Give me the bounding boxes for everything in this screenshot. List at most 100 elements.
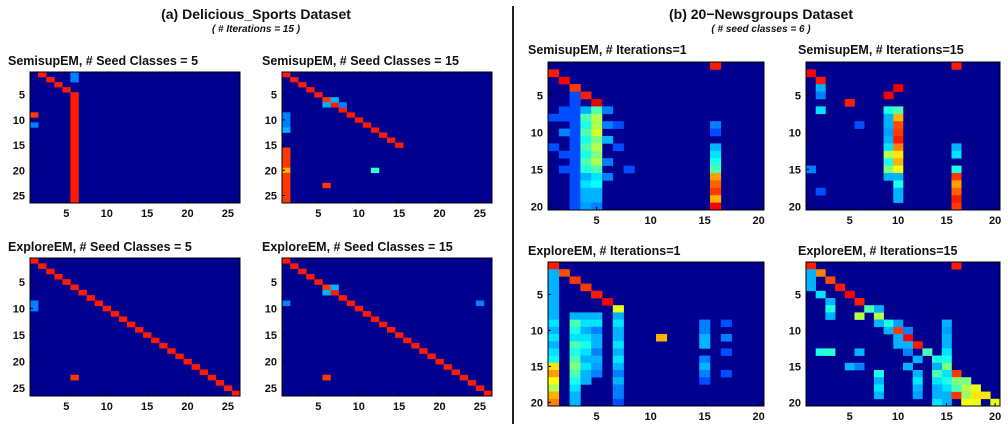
- heatmap-cell: [864, 305, 875, 313]
- heatmap-cell: [338, 295, 347, 301]
- heatmap-cell: [346, 112, 355, 118]
- y-tick-label: 15: [13, 330, 25, 342]
- heatmap-cell: [354, 117, 364, 123]
- x-tick-label: 20: [433, 208, 445, 220]
- heatmap-cell: [395, 332, 404, 338]
- heatmap-cell: [873, 377, 884, 385]
- heatmap-cell: [70, 72, 79, 78]
- heatmap-cell: [854, 121, 865, 129]
- heatmap-cell: [548, 305, 560, 313]
- heatmap-cell: [720, 319, 732, 328]
- x-tick-label: 10: [644, 215, 656, 227]
- heatmap-cell: [306, 87, 315, 93]
- heatmap-cell: [548, 262, 560, 270]
- heatmap-cell: [62, 87, 71, 93]
- heatmap-cell: [893, 341, 904, 349]
- heatmap-cell: [806, 276, 816, 284]
- plot-title-a2: SemisupEM, # Seed Classes = 15: [262, 54, 459, 68]
- heatmap-cell: [282, 117, 291, 123]
- heatmap-cell: [167, 348, 176, 354]
- heatmap-cell: [970, 398, 981, 407]
- heatmap-cell: [548, 312, 560, 320]
- heatmap-cell: [612, 121, 624, 129]
- heatmap-cell: [569, 312, 581, 320]
- heatmap-cell: [893, 121, 904, 129]
- heatmap-cell: [602, 106, 614, 115]
- x-tick-label: 20: [752, 215, 764, 227]
- heatmap-cell: [548, 391, 560, 400]
- heatmap-cell: [893, 113, 904, 122]
- heatmap-cell: [951, 62, 962, 70]
- heatmap-cell: [710, 202, 722, 211]
- heatmap-cell: [970, 391, 981, 400]
- heatmap-b2: 5 10 15 20 5 10 15 20: [789, 61, 1001, 227]
- heatmap-cell: [932, 391, 943, 400]
- heatmap-cell: [548, 362, 560, 371]
- heatmap-cell: [70, 132, 79, 138]
- heatmap-cell: [951, 180, 962, 189]
- heatmap-cell: [548, 370, 560, 378]
- heatmap-cell: [282, 197, 291, 204]
- heatmap-cell: [710, 158, 722, 166]
- heatmap-cell: [569, 106, 581, 115]
- heatmap-cell: [903, 341, 913, 349]
- heatmap-cell: [207, 374, 217, 381]
- y-tick-label: 5: [19, 90, 25, 102]
- heatmap-cell: [699, 377, 711, 385]
- heatmap-cell: [883, 106, 894, 115]
- heatmap-cell: [806, 69, 816, 78]
- heatmap-cell: [70, 122, 79, 128]
- x-tick-label: 20: [181, 401, 193, 413]
- heatmap-cell: [591, 202, 603, 211]
- heatmap-cell: [699, 341, 711, 349]
- heatmap-cell: [612, 334, 624, 342]
- heatmap-cell: [569, 150, 581, 159]
- heatmap-cell: [346, 300, 355, 307]
- heatmap-cell: [580, 377, 592, 385]
- heatmap-cell: [282, 192, 291, 199]
- heatmap-cell: [893, 106, 904, 115]
- heatmap-cell: [612, 377, 624, 385]
- heatmap-cell: [231, 390, 241, 397]
- heatmap-cell: [569, 173, 581, 181]
- heatmap-cell: [548, 113, 560, 122]
- heatmap-cell: [893, 195, 904, 203]
- heatmap-cell: [569, 377, 581, 385]
- y-tick-label: 15: [265, 140, 277, 152]
- plot-title-a3: ExploreEM, # Seed Classes = 5: [8, 240, 192, 254]
- heatmap-cell: [815, 84, 826, 92]
- heatmap-cell: [70, 102, 79, 108]
- heatmap-cell: [569, 355, 581, 364]
- heatmap-cell: [569, 121, 581, 129]
- heatmap-cell: [569, 391, 581, 400]
- heatmap-cell: [94, 300, 103, 307]
- y-tick-label: 20: [789, 397, 801, 409]
- heatmap-cell: [591, 195, 603, 203]
- heatmap-cell: [961, 384, 972, 392]
- heatmap-cell: [591, 370, 603, 378]
- heatmap-cell: [720, 334, 732, 342]
- x-tick-label: 20: [989, 215, 1001, 227]
- heatmap-cell: [844, 99, 855, 107]
- heatmap-cell: [815, 348, 826, 356]
- x-tick-label: 5: [63, 208, 69, 220]
- heatmap-cell: [70, 374, 79, 381]
- x-tick-label: 10: [892, 215, 904, 227]
- heatmap-cell: [569, 370, 581, 378]
- x-tick-label: 25: [222, 401, 234, 413]
- heatmap-cell: [282, 187, 291, 194]
- heatmap-cell: [883, 173, 894, 181]
- heatmap-cell: [580, 283, 592, 292]
- y-tick-label: 20: [13, 165, 25, 177]
- x-tick-label: 15: [141, 401, 153, 413]
- heatmap-cell: [70, 77, 79, 83]
- heatmap-frame: [29, 257, 241, 397]
- x-tick-label: 5: [63, 401, 69, 413]
- heatmap-cell: [282, 152, 291, 158]
- heatmap-cell: [844, 362, 855, 371]
- heatmap-cell: [903, 326, 913, 335]
- x-tick-label: 20: [433, 401, 445, 413]
- heatmap-cell: [623, 165, 635, 174]
- heatmap-cell: [699, 370, 711, 378]
- y-tick-label: 10: [789, 127, 801, 139]
